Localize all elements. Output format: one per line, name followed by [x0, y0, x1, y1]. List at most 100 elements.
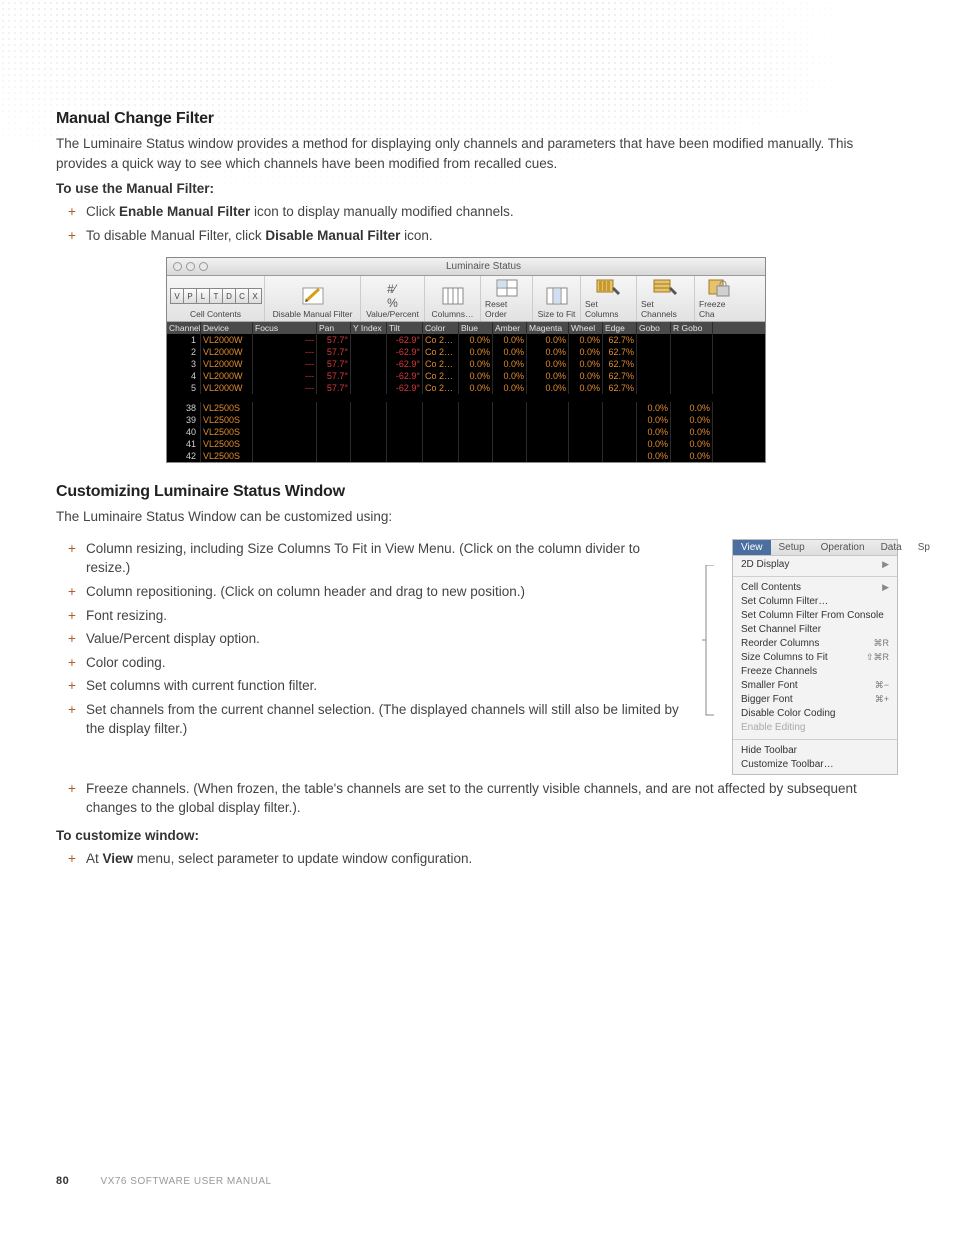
freeze-icon — [708, 279, 730, 297]
traffic-lights[interactable] — [173, 262, 208, 271]
col-channel[interactable]: Channel — [167, 322, 201, 334]
menu-item[interactable]: Bigger Font⌘+ — [733, 693, 897, 707]
cell-contents-button[interactable]: X — [248, 288, 262, 304]
menubar-sp[interactable]: Sp — [910, 540, 938, 555]
table-row[interactable]: 40VL2500S0.0%0.0% — [167, 426, 765, 438]
footer-title: VX76 SOFTWARE USER MANUAL — [101, 1176, 272, 1187]
zoom-icon[interactable] — [199, 262, 208, 271]
bullet-list-2: Column resizing, including Size Columns … — [56, 539, 686, 739]
menu-item[interactable]: Freeze Channels — [733, 665, 897, 679]
col-color[interactable]: Color — [423, 322, 459, 334]
window-titlebar: Luminaire Status — [167, 258, 765, 276]
table-row[interactable]: 39VL2500S0.0%0.0% — [167, 414, 765, 426]
subhead-customize-window: To customize window: — [56, 828, 898, 843]
col-yindex[interactable]: Y Index — [351, 322, 387, 334]
menubar[interactable]: View Setup Operation Data Sp — [733, 540, 897, 556]
col-blue[interactable]: Blue — [459, 322, 493, 334]
col-magenta[interactable]: Magenta — [527, 322, 569, 334]
heading-customizing: Customizing Luminaire Status Window — [56, 483, 898, 501]
menu-item[interactable]: 2D Display▶ — [733, 558, 897, 572]
menubar-view[interactable]: View — [733, 540, 771, 555]
cell-contents-buttons[interactable]: VPLTDCX — [170, 288, 261, 304]
menu-item[interactable]: Cell Contents▶ — [733, 581, 897, 595]
table-body-b: 38VL2500S0.0%0.0%39VL2500S0.0%0.0%40VL25… — [167, 402, 765, 462]
col-amber[interactable]: Amber — [493, 322, 527, 334]
table-row[interactable]: 42VL2500S0.0%0.0% — [167, 450, 765, 462]
toolbar-columns[interactable]: Columns… — [425, 276, 481, 321]
list-item: To disable Manual Filter, click Disable … — [56, 226, 898, 246]
table-row[interactable]: 1VL2000W---57.7°-62.9°Co 2…0.0%0.0%0.0%0… — [167, 334, 765, 346]
toolbar-cell-contents: VPLTDCX Cell Contents — [167, 276, 265, 321]
menu-item[interactable]: Set Channel Filter — [733, 623, 897, 637]
table-row[interactable]: 38VL2500S0.0%0.0% — [167, 402, 765, 414]
col-device[interactable]: Device — [201, 322, 253, 334]
toolbar-value-percent[interactable]: #⁄% Value/Percent — [361, 276, 425, 321]
col-edge[interactable]: Edge — [603, 322, 637, 334]
col-pan[interactable]: Pan — [317, 322, 351, 334]
list-item: At View menu, select parameter to update… — [56, 849, 898, 869]
table-row[interactable]: 41VL2500S0.0%0.0% — [167, 438, 765, 450]
grid-icon — [496, 279, 518, 297]
col-wheel[interactable]: Wheel — [569, 322, 603, 334]
menu-bracket — [702, 535, 716, 770]
toolbar-set-columns[interactable]: Set Columns — [581, 276, 637, 321]
columns-icon — [442, 287, 464, 305]
cell-contents-button[interactable]: T — [209, 288, 223, 304]
table-header[interactable]: Channel Device Focus Pan Y Index Tilt Co… — [167, 322, 765, 334]
window-toolbar: VPLTDCX Cell Contents Disable Manual Fil… — [167, 276, 765, 322]
cell-contents-button[interactable]: P — [183, 288, 197, 304]
list-item: Click Enable Manual Filter icon to displ… — [56, 202, 898, 222]
minimize-icon[interactable] — [186, 262, 195, 271]
table-row[interactable]: 2VL2000W---57.7°-62.9°Co 2…0.0%0.0%0.0%0… — [167, 346, 765, 358]
list-item: Column repositioning. (Click on column h… — [56, 582, 686, 602]
cell-contents-button[interactable]: C — [235, 288, 249, 304]
intro-para-1: The Luminaire Status window provides a m… — [56, 134, 898, 173]
toolbar-set-channels[interactable]: Set Channels — [637, 276, 695, 321]
list-item: Font resizing. — [56, 606, 686, 626]
menu-item[interactable]: Size Columns to Fit⇧⌘R — [733, 651, 897, 665]
col-focus[interactable]: Focus — [253, 322, 317, 334]
intro-para-2: The Luminaire Status Window can be custo… — [56, 507, 898, 527]
table-row[interactable]: 3VL2000W---57.7°-62.9°Co 2…0.0%0.0%0.0%0… — [167, 358, 765, 370]
toolbar-disable-manual-filter[interactable]: Disable Manual Filter — [265, 276, 361, 321]
cell-contents-button[interactable]: V — [170, 288, 184, 304]
size-icon — [546, 287, 568, 305]
menubar-setup[interactable]: Setup — [771, 540, 813, 555]
window-title: Luminaire Status — [208, 261, 759, 272]
list-item: Value/Percent display option. — [56, 629, 686, 649]
table-row[interactable]: 4VL2000W---57.7°-62.9°Co 2…0.0%0.0%0.0%0… — [167, 370, 765, 382]
col-gobo[interactable]: Gobo — [637, 322, 671, 334]
bullet-list-1: Click Enable Manual Filter icon to displ… — [56, 202, 898, 245]
set-columns-icon — [596, 279, 622, 297]
menu-item[interactable]: Set Column Filter… — [733, 595, 897, 609]
menubar-operation[interactable]: Operation — [813, 540, 873, 555]
set-channels-icon — [653, 279, 679, 297]
pencil-filter-icon — [301, 286, 325, 306]
toolbar-cell-contents-label: Cell Contents — [190, 309, 241, 319]
cell-contents-button[interactable]: D — [222, 288, 236, 304]
list-item: Freeze channels. (When frozen, the table… — [56, 779, 898, 818]
table-gap — [167, 394, 765, 402]
menu-item[interactable]: Customize Toolbar… — [733, 758, 897, 772]
cell-contents-button[interactable]: L — [196, 288, 210, 304]
toolbar-reset-order[interactable]: Reset Order — [481, 276, 533, 321]
menu-item[interactable]: Disable Color Coding — [733, 707, 897, 721]
toolbar-size-to-fit[interactable]: Size to Fit — [533, 276, 581, 321]
toolbar-freeze-channels[interactable]: Freeze Cha — [695, 276, 743, 321]
luminaire-status-window: Luminaire Status VPLTDCX Cell Contents D… — [166, 257, 766, 463]
col-rgobo[interactable]: R Gobo — [671, 322, 713, 334]
table-body-a: 1VL2000W---57.7°-62.9°Co 2…0.0%0.0%0.0%0… — [167, 334, 765, 394]
menubar-data[interactable]: Data — [873, 540, 910, 555]
heading-manual-change: Manual Change Filter — [56, 110, 898, 128]
page-footer: 80 VX76 SOFTWARE USER MANUAL — [56, 1175, 272, 1187]
table-row[interactable]: 5VL2000W---57.7°-62.9°Co 2…0.0%0.0%0.0%0… — [167, 382, 765, 394]
page-number: 80 — [56, 1175, 69, 1187]
close-icon[interactable] — [173, 262, 182, 271]
menu-item[interactable]: Set Column Filter From Console — [733, 609, 897, 623]
menu-item[interactable]: Reorder Columns⌘R — [733, 637, 897, 651]
menu-item: Enable Editing — [733, 721, 897, 735]
col-tilt[interactable]: Tilt — [387, 322, 423, 334]
menu-item[interactable]: Smaller Font⌘− — [733, 679, 897, 693]
list-item: Set columns with current function filter… — [56, 676, 686, 696]
menu-item[interactable]: Hide Toolbar — [733, 744, 897, 758]
